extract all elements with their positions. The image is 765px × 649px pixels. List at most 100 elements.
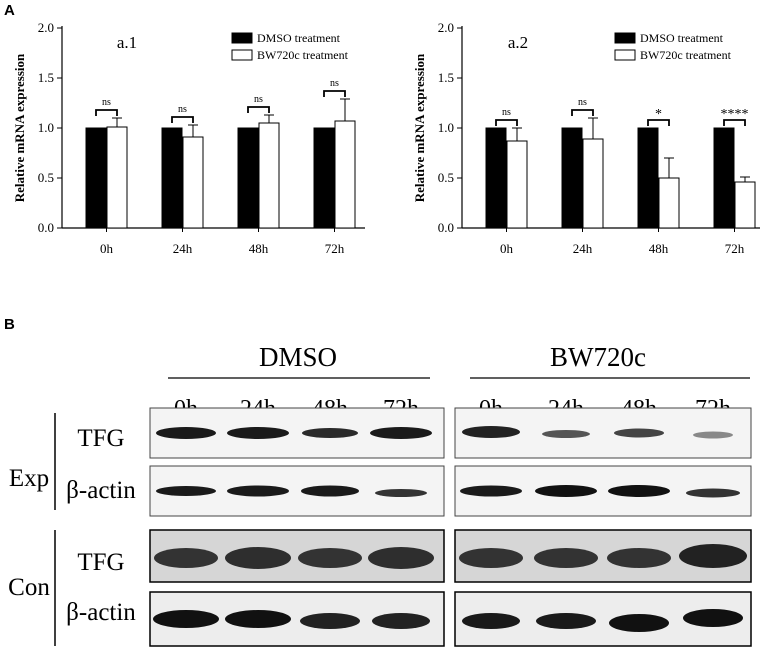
band (300, 613, 360, 629)
y-tick-label: 0.0 (438, 220, 454, 235)
band (368, 547, 434, 569)
band (609, 614, 669, 632)
x-tick-label: 24h (573, 241, 593, 256)
bar (237, 127, 259, 229)
bar (637, 127, 659, 229)
bar (334, 120, 356, 229)
bar (485, 127, 507, 229)
bar (561, 127, 583, 229)
bar (161, 127, 183, 229)
significance-bracket (95, 109, 118, 116)
x-tick-label: 48h (649, 241, 669, 256)
band (686, 488, 740, 498)
band (693, 431, 733, 439)
band (614, 428, 664, 438)
chart-title: a.2 (508, 33, 528, 52)
significance-label: ns (254, 94, 263, 105)
y-tick-label: 2.0 (38, 20, 54, 35)
legend-label: DMSO treatment (640, 31, 724, 45)
band (679, 544, 747, 568)
band (607, 548, 671, 568)
significance-label: ns (502, 107, 511, 118)
band (462, 613, 520, 629)
x-tick-label: 24h (173, 241, 193, 256)
y-tick-label: 1.5 (38, 70, 54, 85)
group-label-bw720c: BW720c (550, 342, 646, 372)
bar (713, 127, 735, 229)
y-axis-label: Relative mRNA expression (12, 53, 27, 202)
significance-label: * (655, 107, 662, 122)
panel-b-label: B (4, 316, 15, 333)
x-tick-label: 72h (725, 241, 745, 256)
band (608, 485, 670, 497)
band (302, 428, 358, 438)
legend-swatch (231, 49, 253, 61)
x-tick-label: 72h (325, 241, 345, 256)
x-tick-label: 0h (100, 241, 114, 256)
band (156, 427, 216, 439)
chart-title: a.1 (117, 33, 137, 52)
significance-bracket (723, 119, 746, 126)
row-label-actin: β-actin (66, 477, 136, 504)
significance-bracket (171, 116, 194, 123)
chart-a2: 0.0 0.5 1.0 1.5 2.0 Relative mRNA expression a… (412, 20, 760, 256)
bar (506, 140, 528, 229)
y-tick-label: 1.5 (438, 70, 454, 85)
chart-a1: 0.0 0.5 1.0 1.5 2.0 Relative mRNA expression a… (12, 20, 365, 256)
y-tick-label: 0.0 (38, 220, 54, 235)
panel-a-label: A (4, 2, 15, 19)
row-label-tfg: TFG (77, 425, 124, 452)
row-label-actin: β-actin (66, 599, 136, 626)
legend-label: BW720c treatment (640, 48, 732, 62)
legend-swatch (231, 32, 253, 44)
band (225, 547, 291, 569)
significance-label: ns (330, 78, 339, 89)
band (227, 485, 289, 497)
band (683, 609, 743, 627)
significance-label: **** (721, 107, 749, 122)
band (156, 486, 216, 496)
legend-swatch (614, 32, 636, 44)
band (534, 548, 598, 568)
band (459, 548, 523, 568)
section-label-exp: Exp (9, 465, 49, 492)
x-tick-label: 0h (500, 241, 514, 256)
bar (658, 177, 680, 229)
western-blot: DMSO BW720c 0h 24h 48h 72h 0h 24h 48h 72… (8, 342, 752, 647)
band (370, 427, 432, 439)
band (298, 548, 362, 568)
significance-bracket (323, 90, 346, 97)
significance-bracket (247, 106, 270, 113)
band (301, 485, 359, 497)
band (375, 489, 427, 497)
bar (734, 181, 756, 229)
band (535, 485, 597, 497)
legend-label: DMSO treatment (257, 31, 341, 45)
band (225, 610, 291, 628)
group-label-dmso: DMSO (259, 342, 337, 372)
legend-swatch (614, 49, 636, 61)
significance-bracket (495, 119, 518, 126)
band (227, 427, 289, 439)
section-label-con: Con (8, 574, 50, 601)
y-axis-label: Relative mRNA expression (412, 53, 427, 202)
bar (85, 127, 107, 229)
y-tick-label: 2.0 (438, 20, 454, 35)
significance-label: ns (578, 97, 587, 108)
y-tick-label: 0.5 (38, 170, 54, 185)
significance-label: ns (102, 97, 111, 108)
significance-label: ns (178, 104, 187, 115)
band (372, 613, 430, 629)
legend-label: BW720c treatment (257, 48, 349, 62)
bar (258, 122, 280, 229)
band (153, 610, 219, 628)
y-tick-label: 1.0 (38, 120, 54, 135)
band (462, 426, 520, 438)
charts-svg: 0.0 0.5 1.0 1.5 2.0 Relative mRNA expression a… (12, 20, 760, 256)
band (536, 613, 596, 629)
band (154, 548, 218, 568)
bar (313, 127, 335, 229)
significance-bracket (647, 119, 670, 126)
bar (182, 136, 204, 229)
bar (582, 138, 604, 229)
